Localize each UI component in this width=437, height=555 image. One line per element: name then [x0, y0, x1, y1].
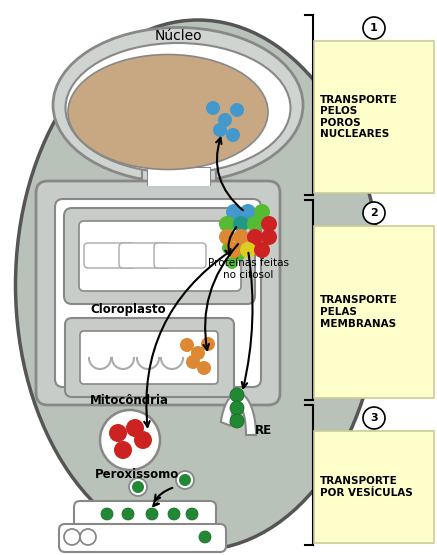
- Circle shape: [233, 249, 245, 261]
- Circle shape: [180, 338, 194, 352]
- Circle shape: [218, 113, 232, 127]
- Text: Núcleo: Núcleo: [154, 29, 202, 43]
- Circle shape: [230, 401, 244, 415]
- FancyBboxPatch shape: [154, 243, 206, 268]
- Text: RE: RE: [255, 423, 272, 436]
- Circle shape: [101, 508, 113, 520]
- Text: 1: 1: [370, 23, 378, 33]
- Circle shape: [126, 419, 144, 437]
- Circle shape: [261, 229, 277, 245]
- FancyBboxPatch shape: [55, 199, 261, 387]
- Ellipse shape: [15, 20, 381, 550]
- FancyBboxPatch shape: [119, 243, 171, 268]
- Circle shape: [206, 101, 220, 115]
- FancyBboxPatch shape: [65, 318, 234, 397]
- Text: Proteínas feitas
no citosol: Proteínas feitas no citosol: [208, 258, 288, 280]
- Polygon shape: [142, 166, 216, 188]
- Circle shape: [186, 355, 200, 369]
- Circle shape: [226, 242, 242, 258]
- Circle shape: [132, 481, 144, 493]
- FancyBboxPatch shape: [314, 431, 434, 543]
- Circle shape: [226, 204, 242, 220]
- FancyBboxPatch shape: [84, 243, 136, 268]
- Circle shape: [254, 204, 270, 220]
- Circle shape: [219, 229, 235, 245]
- Ellipse shape: [66, 43, 291, 173]
- FancyBboxPatch shape: [59, 524, 226, 552]
- Circle shape: [109, 424, 127, 442]
- Text: TRANSPORTE
PELAS
MEMBRANAS: TRANSPORTE PELAS MEMBRANAS: [320, 295, 398, 329]
- Circle shape: [233, 229, 249, 245]
- Circle shape: [219, 216, 235, 232]
- Circle shape: [230, 103, 244, 117]
- Text: TRANSPORTE
POR VESÍCULAS: TRANSPORTE POR VESÍCULAS: [320, 476, 413, 498]
- FancyBboxPatch shape: [314, 41, 434, 193]
- Circle shape: [64, 529, 80, 545]
- Circle shape: [176, 471, 194, 489]
- Circle shape: [230, 414, 244, 428]
- Circle shape: [201, 337, 215, 351]
- Circle shape: [197, 361, 211, 375]
- FancyBboxPatch shape: [79, 221, 241, 291]
- Polygon shape: [148, 168, 210, 185]
- Circle shape: [213, 123, 227, 137]
- FancyBboxPatch shape: [64, 208, 255, 304]
- Polygon shape: [148, 168, 210, 186]
- FancyBboxPatch shape: [314, 226, 434, 398]
- Circle shape: [146, 508, 158, 520]
- Circle shape: [134, 431, 152, 449]
- FancyBboxPatch shape: [80, 331, 218, 384]
- Text: Mitocôndria: Mitocôndria: [90, 393, 169, 406]
- Circle shape: [226, 128, 240, 142]
- Circle shape: [191, 346, 205, 360]
- Circle shape: [233, 216, 249, 232]
- Text: Peroxissomo: Peroxissomo: [95, 468, 179, 482]
- Ellipse shape: [68, 54, 268, 169]
- FancyBboxPatch shape: [74, 501, 216, 529]
- Text: TRANSPORTE
PELOS
POROS
NUCLEARES: TRANSPORTE PELOS POROS NUCLEARES: [320, 94, 398, 139]
- Circle shape: [226, 257, 238, 269]
- Circle shape: [254, 242, 270, 258]
- Circle shape: [363, 17, 385, 39]
- Circle shape: [363, 407, 385, 429]
- Circle shape: [114, 441, 132, 459]
- Circle shape: [129, 478, 147, 496]
- Circle shape: [168, 508, 180, 520]
- Ellipse shape: [53, 28, 303, 183]
- Circle shape: [179, 474, 191, 486]
- Circle shape: [80, 529, 96, 545]
- Circle shape: [240, 242, 256, 258]
- Circle shape: [261, 216, 277, 232]
- Circle shape: [222, 242, 234, 254]
- Text: Cloroplasto: Cloroplasto: [90, 304, 166, 316]
- Circle shape: [363, 202, 385, 224]
- Circle shape: [100, 410, 160, 470]
- Circle shape: [230, 388, 244, 402]
- Polygon shape: [221, 393, 256, 435]
- Circle shape: [186, 508, 198, 520]
- Circle shape: [247, 229, 263, 245]
- Circle shape: [122, 508, 134, 520]
- Circle shape: [247, 216, 263, 232]
- Circle shape: [199, 531, 211, 543]
- FancyBboxPatch shape: [36, 181, 280, 405]
- Circle shape: [240, 204, 256, 220]
- Text: 2: 2: [370, 208, 378, 218]
- Text: 3: 3: [370, 413, 378, 423]
